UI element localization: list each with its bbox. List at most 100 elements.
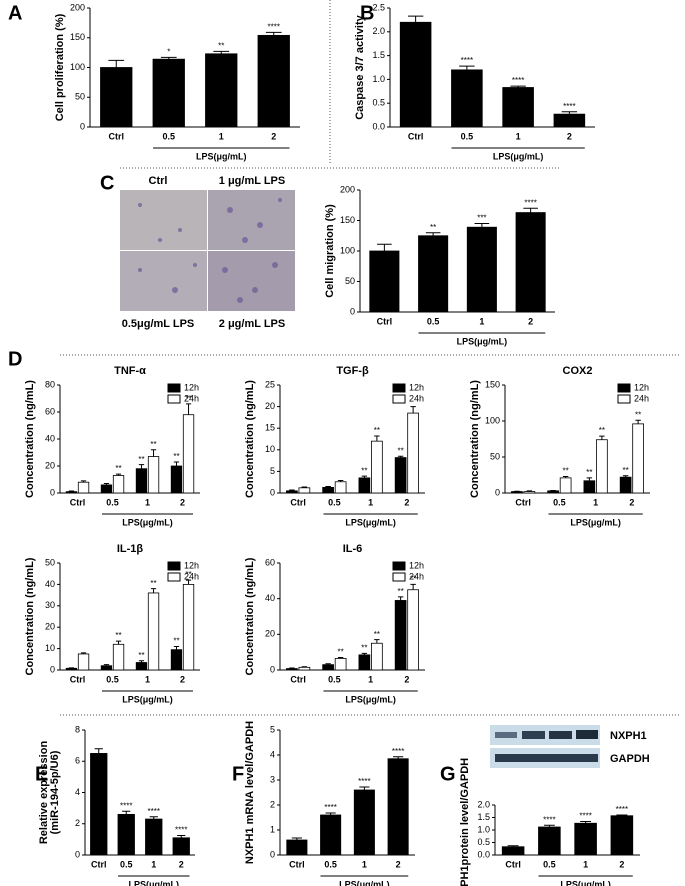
significance: ** [374, 426, 380, 435]
bar [182, 584, 195, 671]
x-axis-label: LPS(μg/mL) [345, 517, 396, 527]
bar [387, 758, 409, 856]
error-bar [80, 480, 87, 483]
y-tick-label: 2.5 [372, 2, 385, 12]
x-tick-label: Ctrl [289, 859, 305, 869]
bar [559, 477, 572, 494]
x-tick-label: Ctrl [290, 497, 306, 507]
significance: ** [410, 575, 416, 584]
significance: ** [173, 452, 179, 461]
y-axis-label: NXPH1protein level/GAPDH [459, 758, 471, 886]
error-bar [325, 486, 331, 488]
error-bar [150, 449, 157, 457]
image-label: 2 μg/mL LPS [219, 318, 285, 330]
legend-swatch [392, 394, 406, 404]
error-bar [94, 748, 103, 754]
image-label: 0.5μg/mL LPS [122, 318, 195, 330]
bar [502, 87, 534, 128]
x-tick-label: 2 [619, 859, 624, 869]
bar [117, 813, 135, 856]
y-tick-label: 1.5 [477, 812, 490, 822]
legend-label: 12h [409, 560, 424, 570]
bar [334, 481, 347, 494]
panel-letter: G [440, 763, 456, 785]
y-tick-label: 0.0 [372, 121, 385, 131]
legend-swatch [392, 572, 406, 582]
y-tick-label: 10 [265, 444, 275, 454]
bar [112, 475, 125, 494]
significance: ** [185, 394, 191, 403]
y-tick-label: 0 [50, 487, 55, 497]
error-bar [543, 824, 555, 827]
y-tick-label: 5 [270, 466, 275, 476]
error-bar [103, 664, 110, 666]
error-bar [325, 663, 331, 665]
significance: ** [635, 410, 641, 419]
bar [407, 589, 419, 671]
x-tick-label: Ctrl [109, 131, 125, 141]
error-bar [138, 660, 145, 663]
significance: **** [175, 826, 187, 835]
significance: **** [120, 801, 132, 810]
chart-title: TGF-β [336, 365, 369, 377]
y-tick-label: 100 [340, 245, 355, 255]
image-label: 1 μg/mL LPS [219, 175, 285, 187]
x-tick-label: 0.5 [543, 859, 556, 869]
bar [170, 649, 183, 671]
significance: **** [148, 807, 160, 816]
significance: ** [150, 579, 156, 588]
bar [371, 642, 383, 671]
y-tick-label: 2 [270, 799, 275, 809]
bar [286, 668, 298, 671]
y-tick-label: 30 [45, 600, 55, 610]
bar [257, 34, 290, 128]
legend-swatch [392, 383, 406, 393]
error-bar [397, 455, 404, 458]
x-tick-label: 1 [583, 859, 588, 869]
error-bar [359, 786, 370, 790]
significance: ** [173, 637, 179, 646]
bar [358, 654, 371, 671]
y-tick-label: 10 [45, 643, 55, 653]
y-tick-label: 4 [270, 749, 275, 759]
x-tick-label: 2 [180, 674, 185, 684]
y-tick-label: 3 [270, 774, 275, 784]
bar [610, 815, 634, 856]
bar [100, 665, 113, 671]
error-bar [507, 845, 519, 847]
x-tick-label: 2 [404, 674, 409, 684]
legend-label: 12h [184, 382, 199, 392]
bar [583, 480, 596, 494]
x-axis-label: LPS(μg/mL) [122, 694, 173, 704]
significance: ** [398, 446, 404, 455]
y-tick-label: 0.5 [477, 837, 490, 847]
micrographs [120, 190, 295, 311]
error-bar [68, 490, 75, 492]
error-bar [635, 419, 641, 424]
bar [334, 658, 347, 671]
y-tick-label: 1.5 [372, 50, 385, 60]
bar [407, 412, 419, 494]
y-tick-label: 0.5 [372, 98, 385, 108]
x-tick-label: 1 [362, 859, 367, 869]
error-bar [150, 588, 157, 593]
legend-swatch [617, 383, 631, 393]
y-tick-label: 1.0 [372, 74, 385, 84]
x-tick-label: 0.5 [427, 316, 440, 326]
error-bar [115, 640, 122, 645]
significance: ** [398, 587, 404, 596]
y-tick-label: 0 [80, 121, 85, 131]
x-tick-label: 2 [396, 859, 401, 869]
x-tick-label: 0.5 [120, 859, 133, 869]
legend-label: 24h [409, 571, 424, 581]
error-bar [289, 667, 295, 669]
bar [298, 666, 311, 671]
significance: ** [586, 468, 592, 477]
significance: ** [430, 223, 436, 232]
y-tick-label: 2.0 [372, 26, 385, 36]
y-axis-label: Cell migration (%) [324, 204, 336, 298]
error-bar [80, 652, 87, 654]
y-tick-label: 40 [45, 579, 55, 589]
x-axis-label: LPS(μg/mL) [345, 694, 396, 704]
